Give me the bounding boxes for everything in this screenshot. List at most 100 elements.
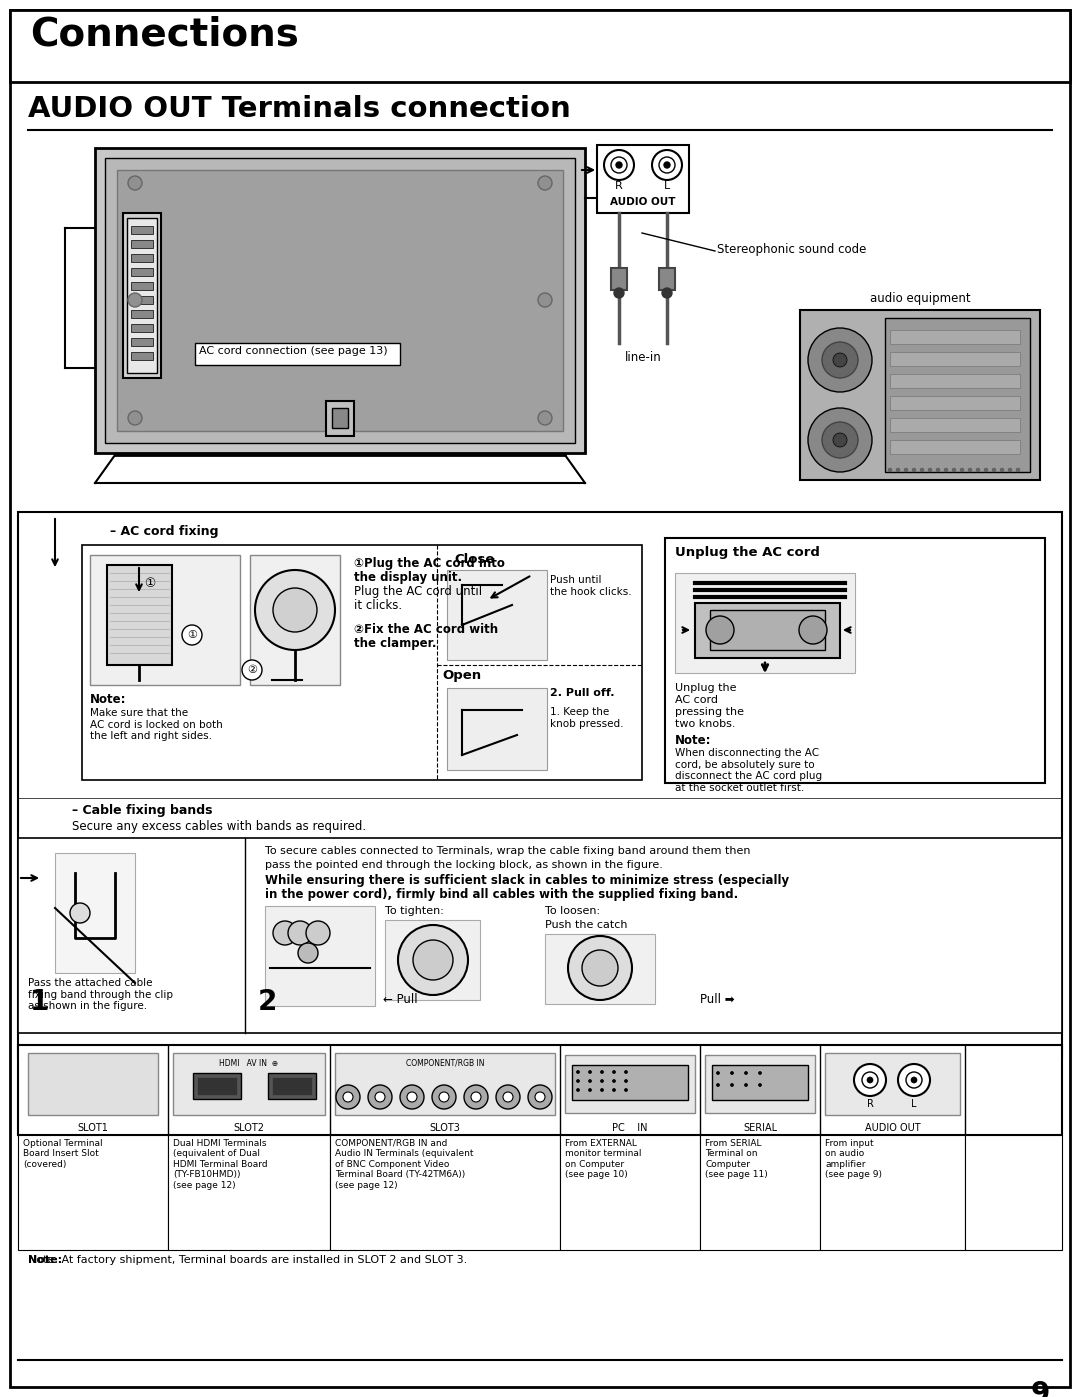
Bar [825,1053,960,1115]
Text: Optional Terminal
Board Insert Slot
(covered): Optional Terminal Board Insert Slot (cov… [23,1139,103,1169]
Text: – AC cord fixing: – AC cord fixing [110,525,218,538]
Text: 9: 9 [1030,1380,1050,1397]
Circle shape [799,616,827,644]
Text: Push until
the hook clicks.: Push until the hook clicks. [550,576,632,597]
Circle shape [652,149,681,180]
Bar [330,1134,561,1250]
Circle shape [399,925,468,995]
Bar [696,604,840,658]
Circle shape [600,1070,604,1073]
Bar [705,1055,815,1113]
Text: Stereophonic sound code: Stereophonic sound code [717,243,866,256]
Circle shape [129,411,141,425]
Text: 2. Pull off.: 2. Pull off. [550,687,615,698]
Circle shape [862,1071,878,1088]
Circle shape [70,902,90,923]
Text: PC    IN: PC IN [612,1123,648,1133]
Circle shape [993,468,996,472]
Circle shape [833,353,847,367]
Text: Close: Close [454,553,495,566]
Text: ②Fix the AC cord with: ②Fix the AC cord with [354,623,498,636]
Circle shape [568,936,632,1000]
Circle shape [716,1084,719,1087]
Bar [890,352,1020,366]
Text: Plug the AC cord until: Plug the AC cord until [354,585,482,598]
Text: ②: ② [247,665,257,675]
Bar [890,330,1020,344]
Bar [447,570,546,659]
Text: it clicks.: it clicks. [354,599,402,612]
Circle shape [604,149,634,180]
Circle shape [368,1085,392,1109]
Text: COMPONENT/RGB IN and
Audio IN Terminals (equivalent
of BNC Component Video
Termi: COMPONENT/RGB IN and Audio IN Terminals … [335,1139,473,1190]
Circle shape [888,468,892,472]
Circle shape [624,1088,627,1091]
Circle shape [616,162,622,168]
Text: Note:: Note: [675,733,712,747]
Circle shape [400,1085,424,1109]
Circle shape [129,176,141,190]
Circle shape [906,1071,922,1088]
Circle shape [375,1092,384,1102]
Circle shape [624,1070,627,1073]
Bar [131,226,153,235]
Text: ①Plug the AC cord into: ①Plug the AC cord into [354,557,504,570]
Bar [10,10,1070,82]
Bar [107,564,172,665]
Circle shape [730,1071,733,1074]
Circle shape [438,1092,449,1102]
Circle shape [577,1070,580,1073]
Bar [332,408,348,427]
Text: Make sure that the
AC cord is locked on both
the left and right sides.: Make sure that the AC cord is locked on … [90,708,222,742]
Bar [105,158,575,443]
Circle shape [611,156,627,173]
Circle shape [936,468,940,472]
Text: Dual HDMI Terminals
(equivalent of Dual
HDMI Terminal Board
(TY-FB10HMD))
(see p: Dual HDMI Terminals (equivalent of Dual … [173,1139,268,1190]
Circle shape [659,156,675,173]
Circle shape [867,1077,873,1083]
Bar [249,555,340,685]
Circle shape [298,943,318,963]
Text: HDMI   AV IN  ⊕: HDMI AV IN ⊕ [219,1059,279,1067]
Text: SLOT2: SLOT2 [233,1123,265,1133]
Bar [197,1077,237,1095]
Bar [131,282,153,291]
Circle shape [912,1077,917,1083]
Text: To loosen:: To loosen: [545,907,600,916]
Text: AUDIO OUT: AUDIO OUT [610,197,676,207]
Circle shape [808,328,872,393]
Text: Unplug the: Unplug the [675,683,737,693]
Bar [117,170,563,432]
Bar [82,545,642,780]
Circle shape [716,1071,719,1074]
Text: ← Pull: ← Pull [383,993,418,1006]
Circle shape [577,1080,580,1083]
Text: Note:: Note: [90,693,126,705]
Text: AUDIO OUT: AUDIO OUT [865,1123,920,1133]
Circle shape [615,288,624,298]
Circle shape [896,468,900,472]
Bar [800,310,1040,481]
Bar [890,374,1020,388]
Text: L: L [912,1099,917,1109]
Bar [890,440,1020,454]
Text: To tighten:: To tighten: [384,907,444,916]
Text: AC cord connection (see page 13): AC cord connection (see page 13) [199,346,388,356]
Bar [193,1073,241,1099]
Bar [890,395,1020,409]
Text: SLOT3: SLOT3 [430,1123,460,1133]
Circle shape [662,288,672,298]
Text: Open: Open [442,669,481,682]
Text: Connections: Connections [30,15,299,54]
Circle shape [538,411,552,425]
Circle shape [288,921,312,944]
Text: Note:: Note: [28,1255,63,1266]
Bar [890,418,1020,432]
Circle shape [612,1080,616,1083]
Text: SLOT1: SLOT1 [78,1123,108,1133]
Circle shape [706,616,734,644]
Text: AUDIO OUT Terminals connection: AUDIO OUT Terminals connection [28,95,570,123]
Bar [173,1053,325,1115]
Text: – Cable fixing bands: – Cable fixing bands [72,805,213,817]
Bar [561,1134,700,1250]
